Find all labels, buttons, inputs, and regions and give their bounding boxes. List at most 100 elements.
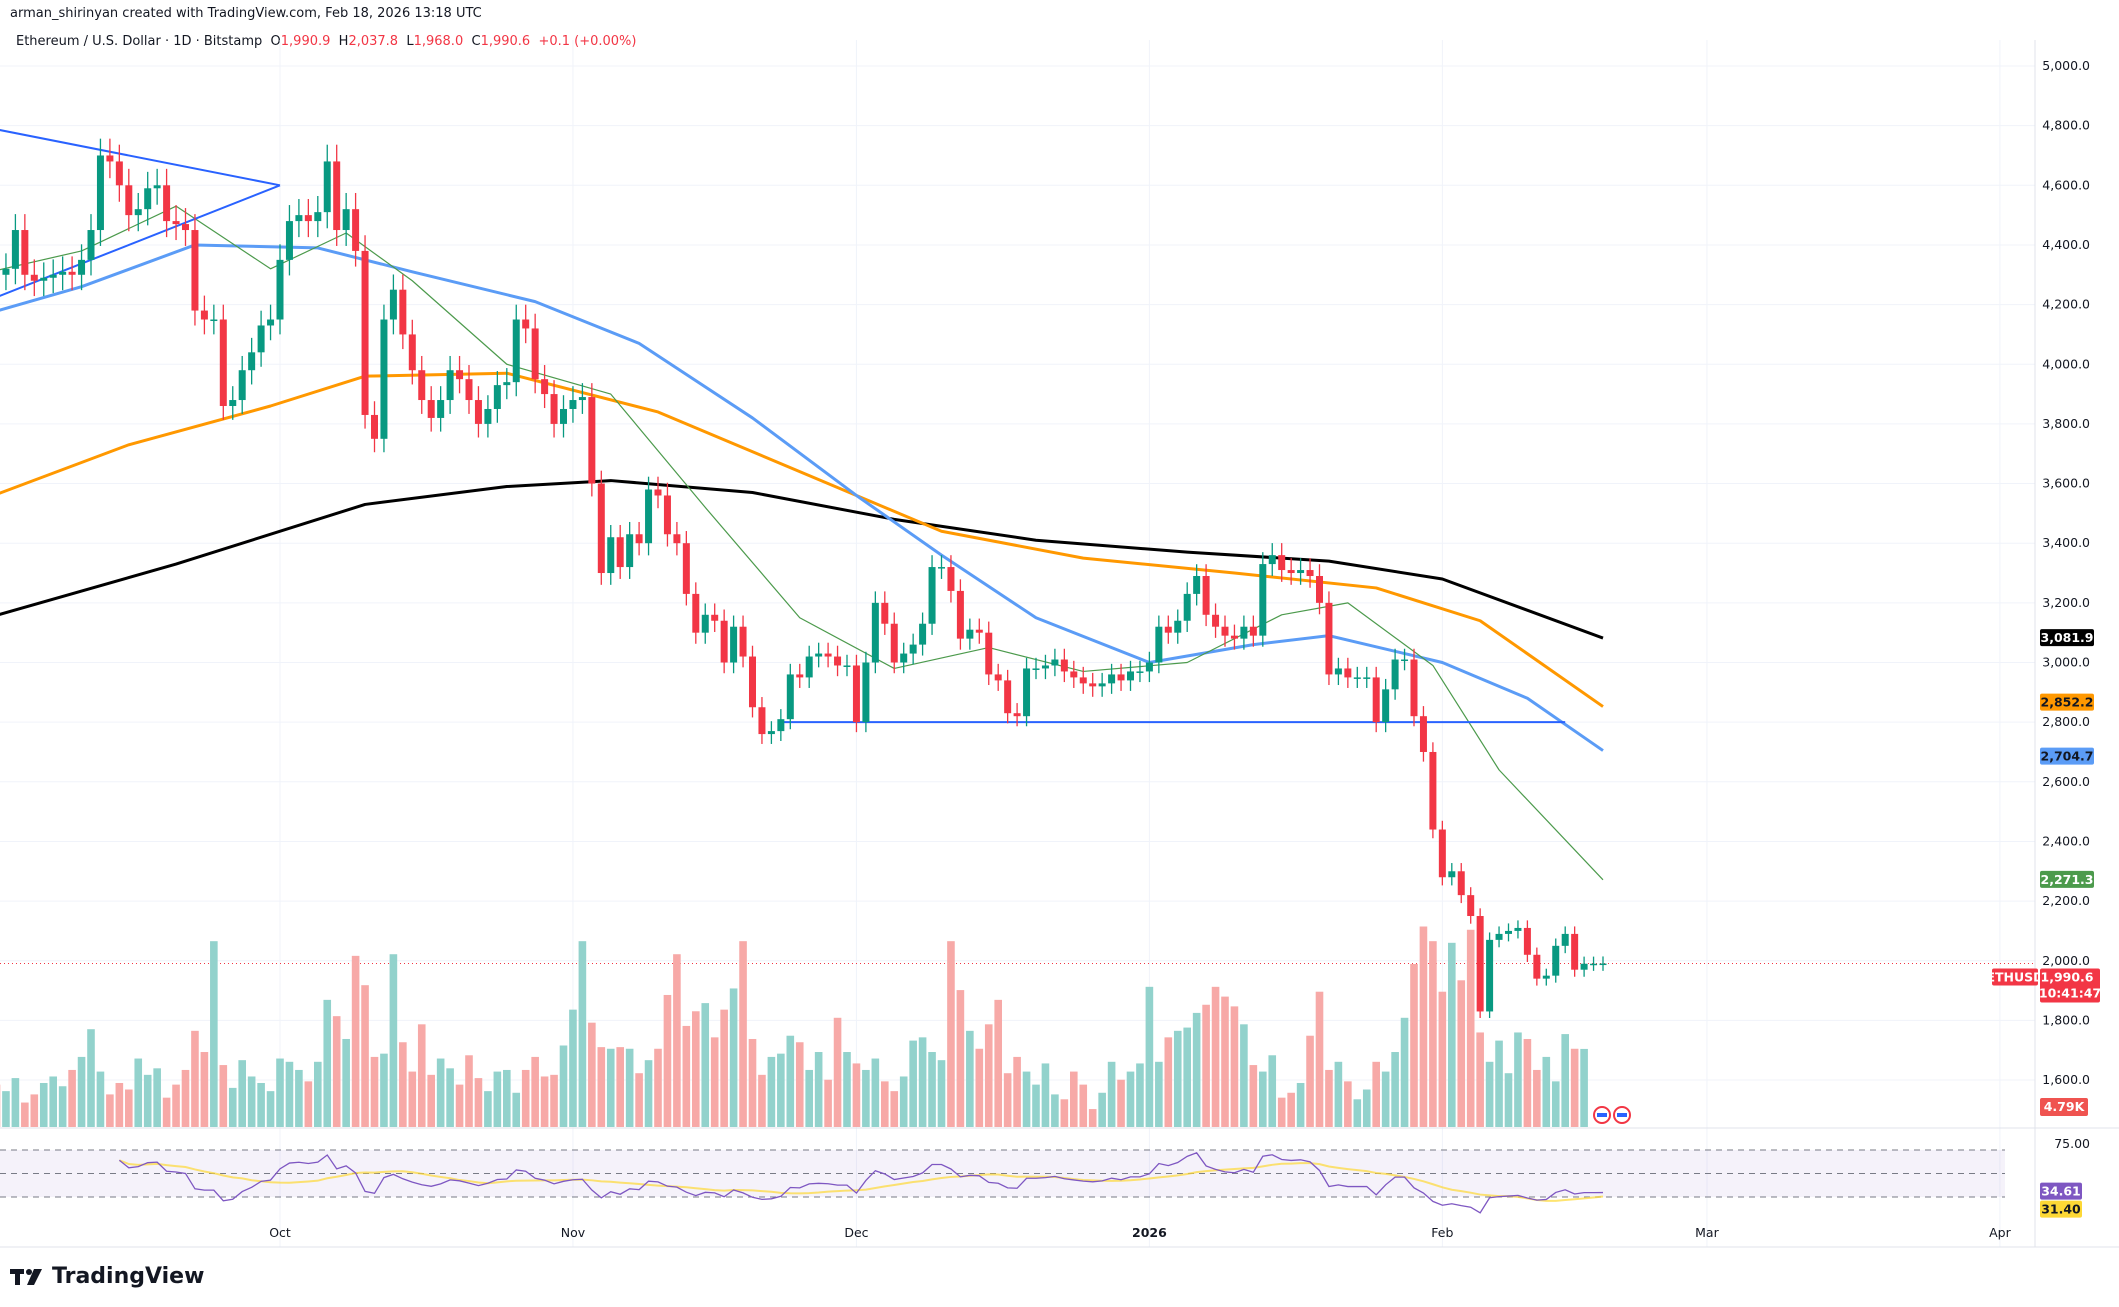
volume-bar bbox=[68, 1069, 76, 1127]
price-tick: 2,200.0 bbox=[2042, 893, 2090, 908]
volume-tag-label: 4.79K bbox=[2044, 1099, 2086, 1114]
candle-body bbox=[418, 370, 426, 401]
candle-body bbox=[682, 543, 690, 594]
candle-body bbox=[881, 602, 889, 624]
candle-body bbox=[59, 271, 67, 275]
candle-body bbox=[352, 209, 360, 251]
tradingview-logo-icon bbox=[10, 1268, 42, 1285]
volume-bar bbox=[162, 1097, 171, 1127]
volume-bar bbox=[106, 1094, 114, 1127]
candle-body bbox=[843, 665, 851, 667]
volume-bar bbox=[87, 1029, 95, 1127]
candle-body bbox=[1051, 659, 1059, 666]
price-axis[interactable]: 5,000.0 4,800.0 4,600.0 4,400.0 4,200.0 4,000… bbox=[1986, 58, 2101, 1218]
candle-body bbox=[626, 534, 634, 568]
candle-body bbox=[1344, 668, 1352, 678]
candle-body bbox=[1193, 576, 1201, 594]
candle-body bbox=[1429, 751, 1437, 830]
candle-body bbox=[342, 209, 350, 231]
candle-body bbox=[654, 489, 662, 496]
volume-bar bbox=[200, 1052, 209, 1127]
volume-bar bbox=[1230, 1006, 1239, 1127]
candle-body bbox=[1127, 671, 1134, 681]
brand-name: TradingView bbox=[52, 1264, 205, 1289]
candle-body bbox=[1523, 927, 1531, 955]
candle-body bbox=[616, 537, 624, 568]
volume-bar bbox=[1088, 1109, 1097, 1127]
candle-body bbox=[314, 212, 322, 222]
volume-bar bbox=[597, 1047, 606, 1127]
volume-bar bbox=[578, 941, 587, 1127]
price-tick: 3,000.0 bbox=[2042, 655, 2090, 670]
candle-body bbox=[163, 185, 171, 222]
candle-body bbox=[1278, 555, 1286, 571]
price-tick: 5,000.0 bbox=[2042, 58, 2090, 73]
candle-body bbox=[871, 602, 879, 663]
symbol-name[interactable]: Ethereum / U.S. Dollar · 1D · Bitstamp bbox=[16, 34, 263, 49]
candle-body bbox=[1249, 626, 1257, 636]
tradingview-logo[interactable]: TradingView bbox=[10, 1264, 204, 1289]
candle-body bbox=[597, 483, 605, 574]
candle-body bbox=[985, 632, 993, 675]
volume-bar bbox=[257, 1082, 265, 1127]
candle-body bbox=[1297, 570, 1305, 574]
candle-body bbox=[1079, 677, 1087, 684]
volume-bar bbox=[1126, 1071, 1135, 1127]
volume-bar bbox=[285, 1061, 294, 1127]
candle-body bbox=[1089, 683, 1097, 687]
candle-body bbox=[408, 334, 416, 371]
rsi-ma-line bbox=[118, 1159, 1604, 1202]
volume-bar bbox=[1192, 1012, 1201, 1127]
volume-bar bbox=[1032, 1084, 1040, 1127]
candle-body bbox=[125, 185, 133, 216]
candle-body bbox=[11, 230, 19, 269]
volume-bar bbox=[30, 1094, 39, 1127]
volume-bar bbox=[361, 985, 369, 1127]
high-label: H bbox=[338, 34, 349, 49]
volume-bar bbox=[96, 1071, 105, 1127]
candle-body bbox=[1108, 674, 1116, 684]
volume-bar bbox=[975, 1048, 984, 1127]
candle-body bbox=[805, 656, 813, 678]
volume-bar bbox=[918, 1037, 927, 1127]
time-tick: 2026 bbox=[1132, 1225, 1167, 1240]
rsi-pane bbox=[0, 1149, 2005, 1214]
candle-body bbox=[1514, 927, 1522, 931]
candle-body bbox=[824, 653, 832, 657]
ma20-price-label: 2,271.3 bbox=[2041, 872, 2094, 887]
volume-bar bbox=[1041, 1063, 1050, 1127]
volume-bar bbox=[673, 954, 681, 1127]
price-tick: 4,400.0 bbox=[2042, 237, 2090, 252]
time-tick: Apr bbox=[1989, 1225, 2011, 1240]
candle-body bbox=[1363, 677, 1371, 679]
price-tick: 3,400.0 bbox=[2042, 535, 2090, 550]
candle-body bbox=[1070, 671, 1078, 678]
candle-body bbox=[267, 319, 275, 326]
candle-body bbox=[550, 394, 558, 424]
volume-bar bbox=[134, 1058, 143, 1127]
price-chart[interactable]: 5,000.0 4,800.0 4,600.0 4,400.0 4,200.0 4,000… bbox=[0, 0, 2119, 1260]
volume-bar bbox=[153, 1068, 161, 1127]
volume-bar bbox=[1485, 1061, 1494, 1127]
time-axis[interactable]: Oct Nov Dec 2026 Feb Mar Apr bbox=[269, 1225, 2011, 1240]
candle-body bbox=[720, 620, 728, 663]
candle-body bbox=[96, 155, 104, 231]
volume-bar bbox=[1448, 942, 1456, 1127]
candle-body bbox=[522, 319, 530, 329]
trendlines[interactable] bbox=[0, 126, 1566, 724]
volume-bar bbox=[843, 1052, 851, 1127]
candle-body bbox=[191, 230, 199, 311]
volume-bar bbox=[937, 1060, 946, 1127]
open-label: O bbox=[270, 34, 281, 49]
candle-body bbox=[1164, 626, 1172, 633]
volume-bar bbox=[1003, 1073, 1012, 1127]
volume-bar bbox=[748, 1038, 757, 1127]
volume-bar bbox=[172, 1084, 180, 1127]
candle-body bbox=[1136, 671, 1144, 673]
candle-body bbox=[645, 489, 653, 544]
candle-body bbox=[1391, 659, 1399, 690]
price-tick: 2,000.0 bbox=[2042, 953, 2090, 968]
candle-body bbox=[569, 400, 577, 409]
volume-bar bbox=[521, 1069, 530, 1127]
time-tick: Oct bbox=[269, 1225, 291, 1240]
